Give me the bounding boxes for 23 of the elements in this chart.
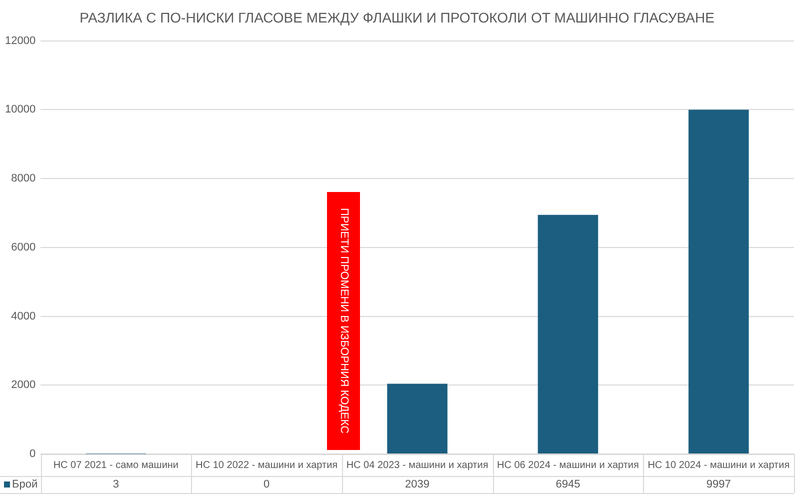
data-label: 2039 (405, 478, 430, 491)
chart-title: РАЗЛИКА С ПО-НИСКИ ГЛАСОВЕ МЕЖДУ ФЛАШКИ И ПРОТОКОЛИ ОТ МАШИННО ГЛАСУВАНЕ (80, 9, 714, 26)
y-tick-label: 4000 (11, 310, 36, 322)
annotation: ПРИЕТИ ПРОМЕНИ В ИЗБОРНИЯ КОДЕКС (338, 208, 350, 434)
x-tick-label: НС 07 2021 - само машини (53, 460, 179, 471)
y-tick-label: 10000 (4, 104, 36, 116)
y-tick-label: 12000 (4, 34, 36, 47)
x-tick-label: НС 04 2023 - машини и хартия (346, 460, 488, 471)
y-tick-label: 2000 (11, 379, 36, 392)
data-label: 0 (264, 478, 270, 491)
bar (538, 214, 598, 454)
data-label: 9997 (706, 478, 731, 491)
bar (688, 110, 749, 454)
y-tick-label: 0 (29, 448, 36, 460)
y-tick-label: 6000 (11, 241, 36, 254)
legend-label: Брой (12, 478, 38, 491)
x-tick-label: НС 10 2024 - машини и хартия (648, 460, 790, 471)
bar (387, 384, 448, 454)
y-tick-label: 8000 (11, 172, 36, 185)
x-tick-label: НС 10 2022 - машини и хартия (196, 460, 338, 471)
data-label: 3 (112, 478, 119, 491)
data-label: 6945 (556, 478, 580, 491)
x-tick-label: НС 06 2024 - машини и хартия (497, 460, 639, 471)
